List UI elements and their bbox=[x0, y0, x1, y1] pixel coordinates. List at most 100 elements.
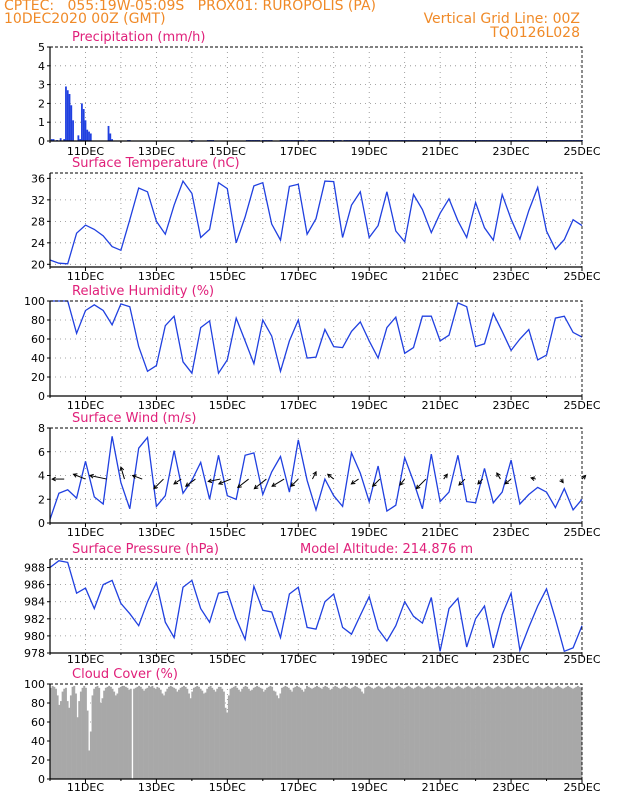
cloud-bar bbox=[395, 686, 398, 779]
cloud-bar bbox=[387, 685, 390, 779]
x-tick-label: 23DEC bbox=[493, 653, 530, 666]
cloud-bar bbox=[339, 688, 342, 779]
x-tick-label: 13DEC bbox=[138, 145, 175, 158]
cloud-bar bbox=[214, 691, 217, 779]
cloud-bar bbox=[528, 686, 531, 779]
cloud-bar bbox=[349, 688, 352, 779]
cloud-bar bbox=[196, 685, 199, 779]
wind-arrowhead bbox=[312, 470, 317, 476]
cloud-bar bbox=[557, 685, 560, 779]
y-tick-label: 978 bbox=[24, 647, 45, 660]
x-tick-label: 11DEC bbox=[67, 399, 104, 412]
cloud-bar bbox=[374, 687, 377, 779]
cloud-bar bbox=[78, 701, 81, 779]
cloud-bar bbox=[430, 687, 433, 779]
cloud-bar bbox=[124, 686, 127, 779]
precip-bar bbox=[82, 109, 85, 141]
cloud-bar bbox=[390, 687, 393, 779]
cloud-bar bbox=[540, 687, 543, 779]
cloud-bar bbox=[159, 689, 162, 779]
wind-vector bbox=[73, 473, 86, 480]
cloud-bar bbox=[84, 687, 87, 779]
cloud-bar bbox=[207, 686, 210, 779]
wind-vector bbox=[312, 471, 317, 480]
wind-vector bbox=[477, 478, 484, 485]
press-line bbox=[49, 560, 583, 653]
plot-frame bbox=[50, 172, 583, 267]
cloud-bar bbox=[252, 687, 255, 779]
cloud-bar bbox=[420, 687, 423, 779]
wind-arrowhead bbox=[119, 466, 125, 472]
cloud-bar bbox=[530, 687, 533, 779]
precip-panel: 0 1 2 3 4 5 Precipitation (mm/h) bbox=[38, 30, 583, 148]
cloud-bar bbox=[88, 750, 91, 779]
cloud-bar bbox=[271, 686, 274, 779]
cloud-bar bbox=[118, 687, 121, 779]
cloud-bar bbox=[550, 687, 553, 779]
x-tick-label: 17DEC bbox=[280, 781, 317, 794]
y-tick-label: 4 bbox=[38, 470, 45, 483]
x-tick-label: 15DEC bbox=[209, 399, 246, 412]
y-tick-label: 20 bbox=[31, 371, 45, 384]
cloud-bar bbox=[445, 686, 448, 779]
cloud-bar bbox=[340, 687, 343, 779]
y-tick-label: 28 bbox=[31, 215, 45, 228]
cloud-bar bbox=[473, 687, 476, 779]
precip-bar bbox=[81, 103, 83, 141]
cloud-bar bbox=[362, 693, 365, 779]
wind-vector bbox=[290, 478, 299, 487]
run-date: 10DEC2020 00Z (GMT) bbox=[4, 11, 166, 27]
precip-bar bbox=[77, 135, 80, 141]
cloud-bar bbox=[189, 698, 192, 779]
cloud-bar bbox=[330, 688, 333, 779]
wind-vector bbox=[271, 478, 285, 487]
y-tick-label: 80 bbox=[31, 697, 45, 710]
cloud-bar bbox=[231, 687, 234, 779]
precip-bar bbox=[89, 133, 92, 141]
cloud-bar bbox=[568, 686, 571, 779]
cloud-bar bbox=[440, 687, 443, 779]
precip-bar bbox=[59, 138, 62, 141]
cloud-bar bbox=[375, 686, 378, 779]
cloud-bar bbox=[222, 691, 225, 779]
cloud-bar bbox=[262, 691, 265, 779]
cloud-bar bbox=[384, 687, 387, 779]
cloud-bar bbox=[468, 686, 471, 779]
cloud-bar bbox=[301, 689, 303, 779]
cloud-bar bbox=[444, 687, 446, 779]
wind-arrowhead bbox=[326, 473, 332, 479]
x-tick-label: 23DEC bbox=[493, 526, 530, 539]
cloud-bar bbox=[169, 685, 172, 779]
cloud-bar bbox=[485, 686, 488, 779]
precip-bar bbox=[52, 139, 55, 141]
cloud-bar bbox=[319, 687, 322, 779]
x-tick-label: 25DEC bbox=[563, 653, 600, 666]
wind-vector bbox=[89, 474, 107, 480]
wind-arrowhead bbox=[253, 484, 259, 490]
x-tick-label: 15DEC bbox=[209, 653, 246, 666]
x-tick-label: 21DEC bbox=[422, 781, 459, 794]
cloud-bar bbox=[73, 685, 76, 779]
cloud-bar bbox=[242, 686, 245, 779]
cloud-bar bbox=[507, 685, 510, 779]
cloud-bar bbox=[580, 687, 583, 779]
cloud-bar bbox=[187, 693, 190, 779]
wind-vector bbox=[254, 478, 267, 490]
cloud-bar bbox=[176, 691, 179, 779]
wind-vector bbox=[327, 473, 335, 480]
x-tick-label: 21DEC bbox=[422, 526, 459, 539]
cloud-bar bbox=[261, 688, 264, 779]
cloud-bar bbox=[103, 690, 106, 779]
cloud-bar bbox=[164, 691, 167, 779]
wind-arrowhead bbox=[173, 480, 179, 485]
cloud-bar bbox=[108, 685, 111, 779]
x-tick-label: 17DEC bbox=[280, 526, 317, 539]
cloud-bar bbox=[495, 686, 498, 779]
cloud-bar bbox=[483, 687, 486, 779]
cloud-bar bbox=[114, 695, 117, 779]
wind-arrowhead bbox=[581, 474, 587, 480]
x-tick-label: 11DEC bbox=[67, 526, 104, 539]
wind-title: Surface Wind (m/s) bbox=[72, 411, 196, 426]
wind-vector bbox=[504, 478, 512, 485]
cloud-bar bbox=[64, 687, 67, 779]
